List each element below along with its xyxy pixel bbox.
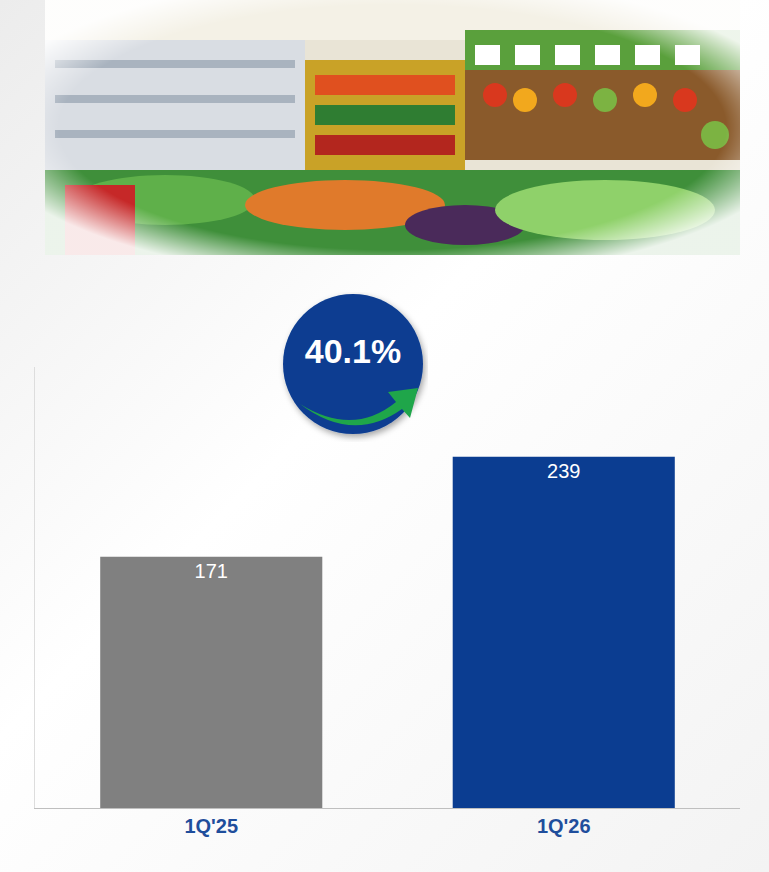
svg-text:1Q'26: 1Q'26 bbox=[537, 815, 591, 837]
html-text:40.1%: 40.1% bbox=[304, 332, 402, 370]
svg-text:171: 171 bbox=[195, 560, 228, 582]
svg-text:239: 239 bbox=[547, 460, 580, 482]
svg-text:1Q'25: 1Q'25 bbox=[184, 815, 238, 837]
